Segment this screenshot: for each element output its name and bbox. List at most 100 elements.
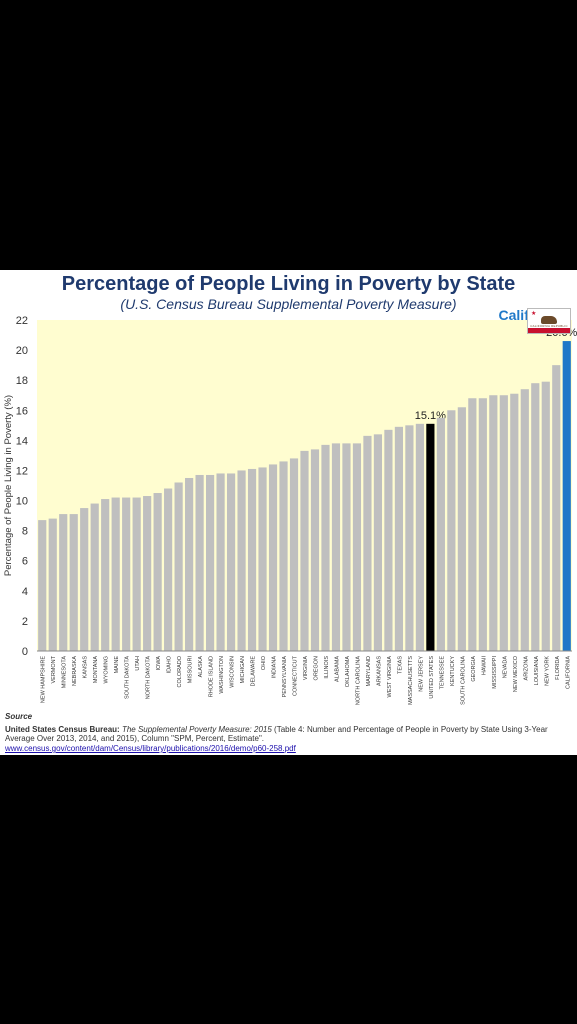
chart-subtitle: (U.S. Census Bureau Supplemental Poverty…	[120, 296, 457, 312]
bar-maine	[111, 497, 120, 651]
x-tick-label: ILLINOIS	[324, 656, 330, 679]
bar-hawaii	[478, 398, 487, 651]
x-tick-label: LOUISIANA	[534, 656, 540, 686]
y-tick-label: 10	[16, 496, 28, 508]
x-tick-label: UNITED STATES	[429, 656, 435, 699]
bar-new-jersey	[415, 423, 424, 651]
y-tick-label: 20	[16, 345, 28, 357]
x-tick-label: MISSISSIPPI	[492, 656, 498, 689]
x-tick-label: HAWAII	[481, 656, 487, 676]
x-tick-label: INDIANA	[272, 656, 278, 679]
x-tick-label: NEW JERSEY	[418, 656, 424, 692]
bar-michigan	[237, 470, 246, 651]
x-tick-label: WYOMING	[104, 656, 110, 684]
x-tick-label: MARYLAND	[366, 656, 372, 686]
x-tick-label: IDAHO	[167, 655, 173, 673]
y-tick-label: 14	[16, 435, 28, 447]
x-tick-label: KENTUCKY	[450, 656, 456, 686]
bar-south-dakota	[122, 497, 131, 651]
x-tick-label: OREGON	[313, 656, 319, 680]
x-tick-label: MASSACHUSETTS	[408, 656, 414, 705]
x-tick-label: WEST VIRGINIA	[387, 656, 393, 698]
x-tick-label: TEXAS	[397, 656, 403, 674]
bar-oklahoma	[342, 443, 351, 651]
y-tick-label: 6	[22, 556, 28, 568]
source-text: United States Census Bureau: The Supplem…	[5, 725, 572, 743]
x-tick-label: NEVADA	[502, 656, 508, 679]
x-tick-label: NORTH CAROLINA	[355, 656, 361, 705]
bar-maryland	[363, 435, 372, 651]
x-tick-label: ARIZONA	[523, 656, 529, 681]
bar-florida	[552, 365, 561, 651]
bar-texas	[394, 426, 404, 651]
bar-arkansas	[373, 434, 383, 651]
x-tick-label: CONNECTICUT	[293, 655, 299, 696]
bar-delaware	[247, 468, 257, 651]
x-tick-label: FLORIDA	[555, 656, 561, 680]
bar-oregon	[310, 449, 320, 651]
bar-mississippi	[489, 395, 498, 651]
bar-united-states	[426, 423, 435, 651]
bar-utah	[132, 497, 141, 651]
bar-virginia	[300, 450, 309, 651]
bar-tennessee	[436, 417, 445, 651]
bar-nevada	[499, 395, 508, 651]
source-pub: The Supplemental Poverty Measure: 2015	[121, 725, 272, 734]
bar-colorado	[174, 482, 183, 651]
y-tick-label: 18	[16, 375, 28, 387]
x-tick-label: ARKANSAS	[376, 656, 382, 686]
star-icon: ★	[531, 311, 537, 317]
x-tick-label: VERMONT	[51, 655, 57, 683]
bar-alaska	[195, 474, 204, 651]
x-tick-label: SOUTH CAROLINA	[460, 656, 466, 705]
bar-rhode-island	[205, 474, 215, 651]
bar-iowa	[153, 493, 162, 651]
x-tick-label: COLORADO	[177, 655, 183, 687]
bar-connecticut	[289, 458, 299, 651]
x-tick-label: NORTH DAKOTA	[146, 656, 152, 700]
bar-chart: 0 2 4 6 8 10 12 14 16 18 20 22 Percentage of People …	[3, 307, 577, 705]
chart-slide: Percentage of People Living in Poverty b…	[0, 270, 577, 755]
bar-missouri	[185, 477, 194, 651]
y-tick-label: 2	[22, 616, 28, 628]
x-tick-label: WASHINGTON	[219, 656, 225, 694]
source-org: United States Census Bureau:	[5, 725, 120, 734]
x-tick-label: WISCONSIN	[230, 656, 236, 688]
x-tick-label: OHIO	[261, 655, 267, 670]
x-tick-label: MINNESOTA	[62, 656, 68, 689]
x-tick-label: MAINE	[114, 656, 120, 674]
bar-massachusetts	[405, 425, 414, 651]
bear-icon	[541, 316, 557, 324]
chart-title: Percentage of People Living in Poverty b…	[61, 273, 516, 295]
x-tick-label: GEORGIA	[471, 656, 477, 682]
bar-georgia	[468, 398, 477, 651]
x-tick-label: UTAH	[135, 656, 141, 671]
x-tick-label: RHODE ISLAND	[209, 656, 215, 697]
x-tick-label: PENNSYLVANIA	[282, 656, 288, 698]
x-tick-label: ALABAMA	[334, 656, 340, 682]
bar-new-hampshire	[38, 520, 47, 651]
bar-north-dakota	[143, 496, 152, 651]
x-tick-label: TENNESSEE	[439, 656, 445, 690]
bar-kansas	[80, 508, 89, 651]
bar-vermont	[48, 518, 57, 651]
bar-kentucky	[447, 410, 456, 651]
y-tick-label: 16	[16, 405, 28, 417]
x-tick-label: CALIFORNIA	[565, 656, 571, 689]
x-tick-label: NEBRASKA	[72, 656, 78, 686]
bar-pennsylvania	[279, 461, 288, 651]
source-heading: Source	[5, 712, 33, 721]
bar-west-virginia	[384, 429, 393, 651]
bar-ohio	[258, 467, 267, 651]
source-link[interactable]: www.census.gov/content/dam/Census/librar…	[5, 744, 296, 753]
bar-minnesota	[59, 514, 68, 651]
bar-idaho	[164, 488, 173, 651]
y-tick-label: 8	[22, 526, 28, 538]
bar-montana	[90, 503, 99, 651]
y-tick-label: 0	[22, 646, 28, 658]
source-desc: (Table 4: Number and Percentage of Peopl…	[5, 725, 548, 743]
flag-text: CALIFORNIA REPUBLIC	[530, 324, 568, 328]
y-tick-label: 22	[16, 315, 28, 327]
x-tick-label: NEW HAMPSHIRE	[41, 656, 47, 703]
x-tick-label: MISSOURI	[188, 656, 194, 684]
